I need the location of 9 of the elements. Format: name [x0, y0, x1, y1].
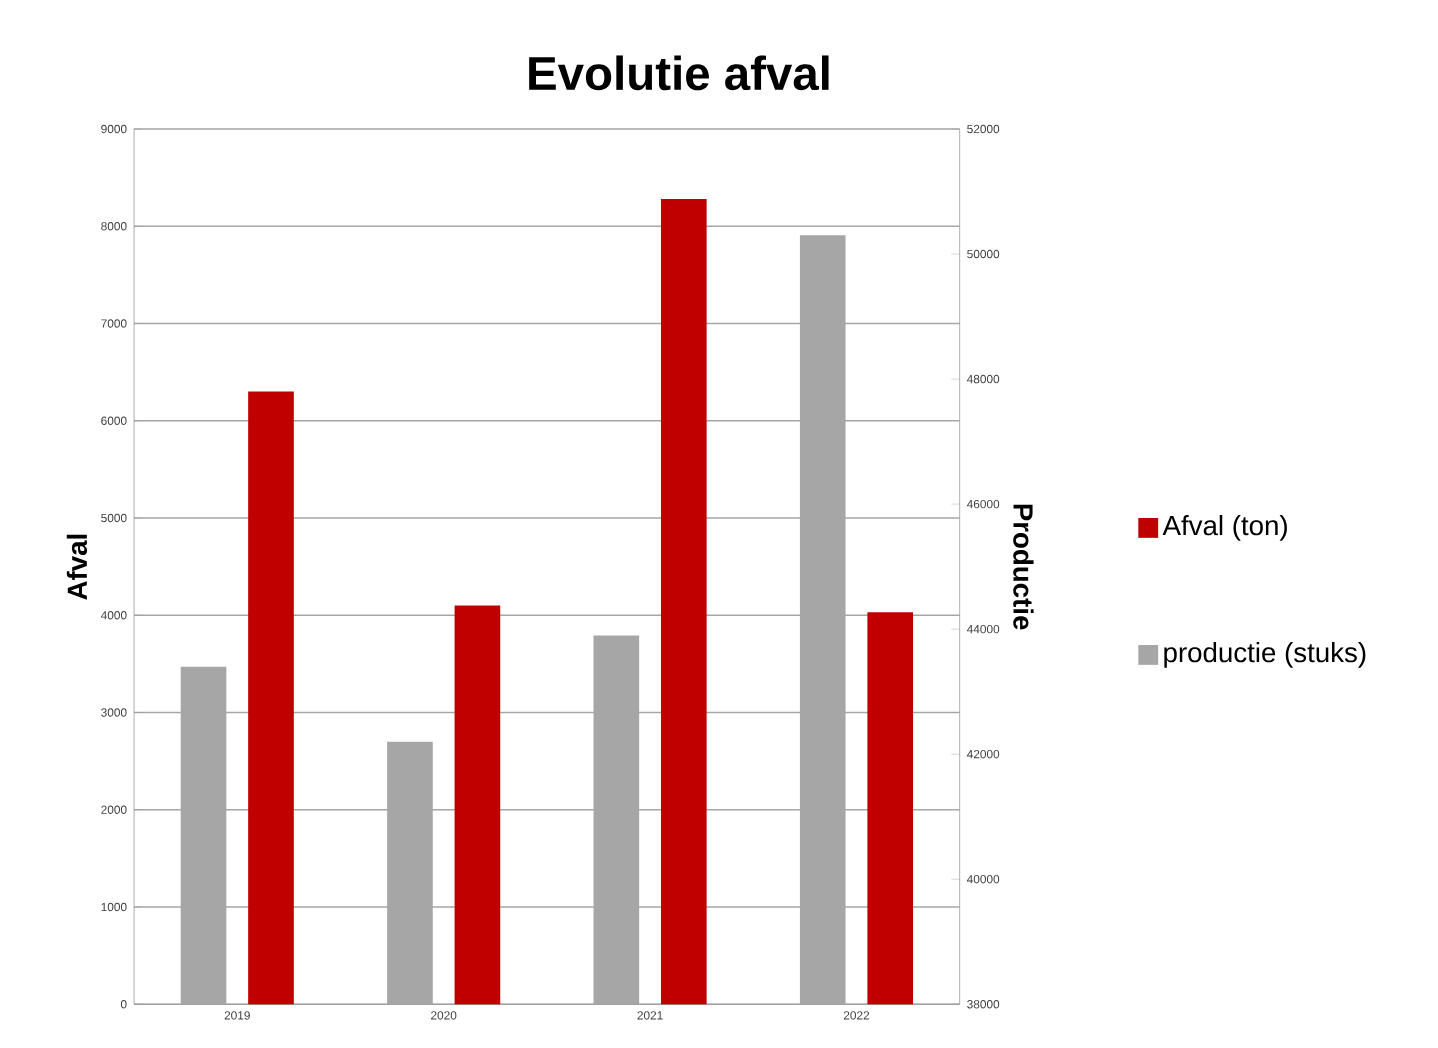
chart-title: Evolutie afval: [529, 55, 829, 91]
bar: [660, 199, 707, 1005]
y2-axis-title: Productie: [1013, 504, 1034, 630]
bar: [454, 605, 501, 1005]
bar: [248, 391, 294, 1005]
legend-label: Afval (ton): [1162, 515, 1287, 541]
legend-label: productie (stuks): [1164, 642, 1366, 668]
bar: [867, 612, 914, 1005]
y-axis-title: Afval: [66, 534, 88, 600]
